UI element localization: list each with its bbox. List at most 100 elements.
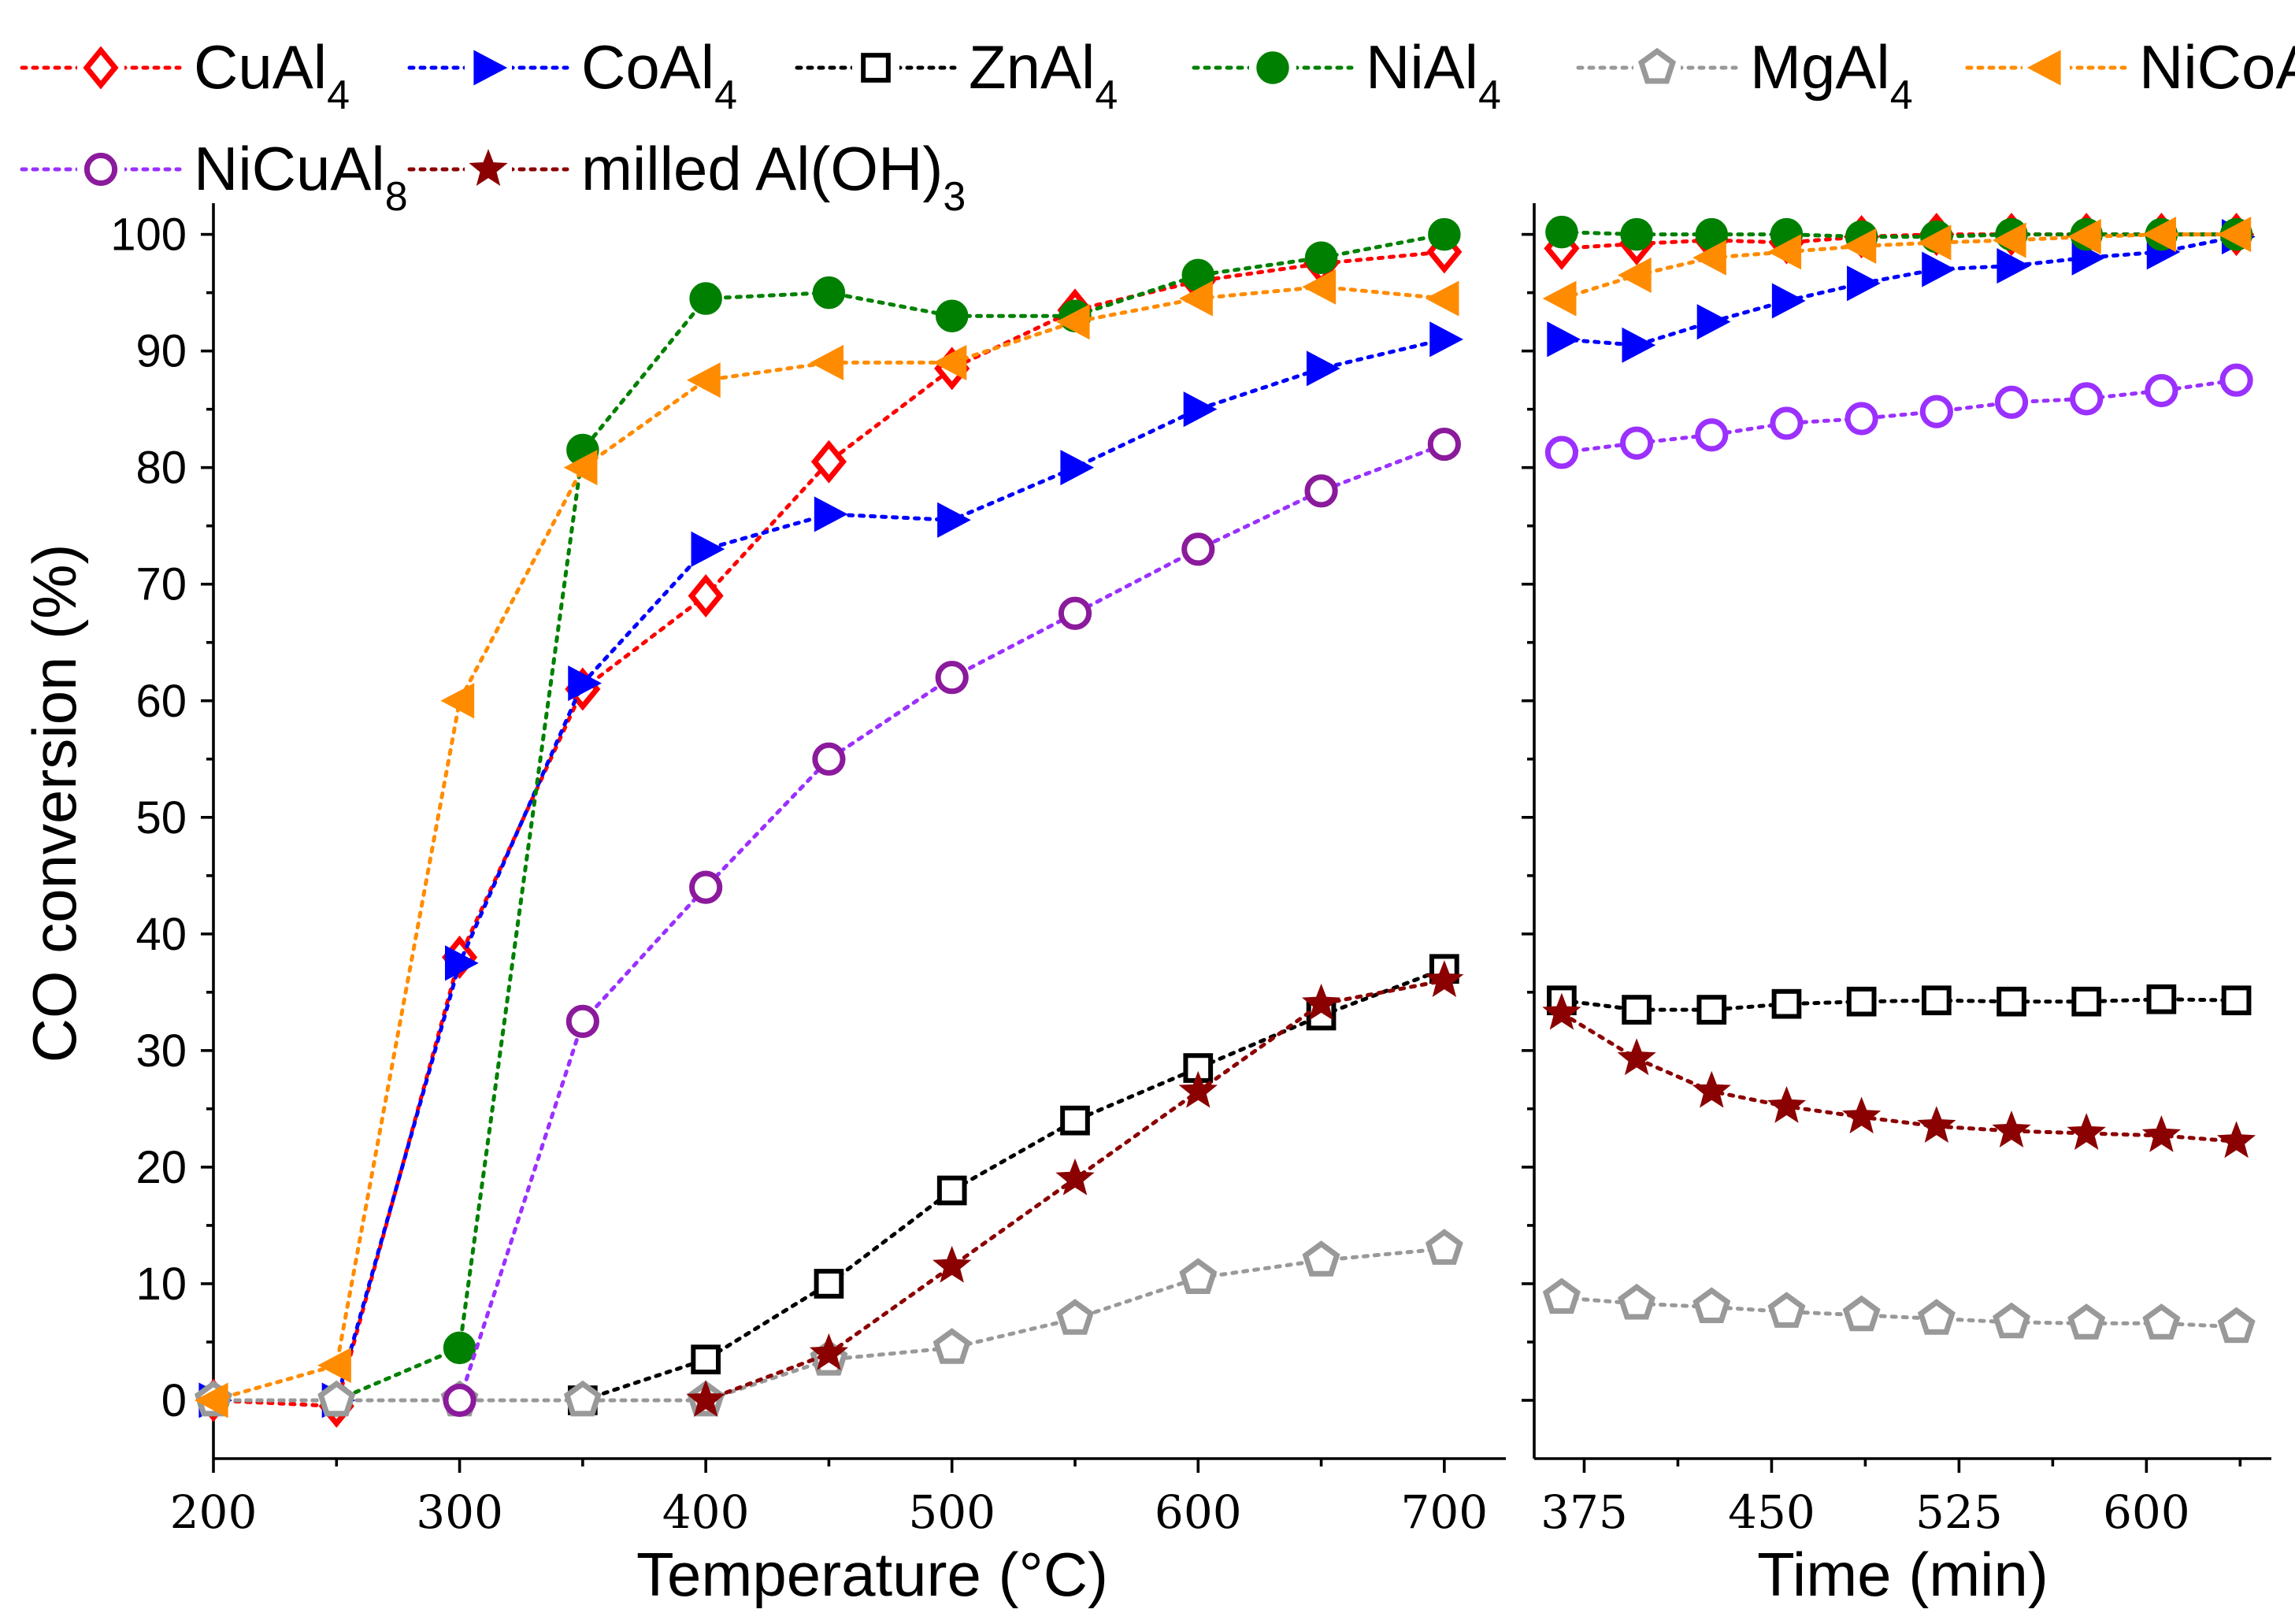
data-point-nicoal8 <box>1179 280 1213 317</box>
data-point-znal4 <box>1771 988 1802 1019</box>
data-point-nicoal8 <box>1542 280 1577 317</box>
data-point-milled <box>2067 1113 2106 1150</box>
data-point-nial4 <box>812 276 846 310</box>
series-nicual8 <box>443 427 1461 1418</box>
legend-label: MgAl4 <box>1750 32 1913 118</box>
legend-marker-cual4 <box>83 46 119 90</box>
data-point-nicual8 <box>2219 363 2253 397</box>
data-point-nicual8 <box>1181 532 1215 566</box>
series-line-nicual8 <box>1559 378 2239 454</box>
data-point-znal4 <box>1183 1053 1214 1083</box>
legend-marker-nicoal8 <box>2026 50 2061 86</box>
y-tick-label: 70 <box>135 559 187 610</box>
data-point-nicoal8 <box>2067 219 2101 255</box>
data-point-milled <box>1542 992 1581 1030</box>
series-cual4 <box>1544 213 2255 270</box>
data-point-mgal4 <box>2067 1303 2106 1340</box>
data-point-nicoal8 <box>1055 304 1090 340</box>
data-point-nicual8 <box>1304 474 1338 508</box>
data-point-nicual8 <box>565 1004 599 1038</box>
legend-marker-milled <box>469 149 508 186</box>
data-point-nicoal8 <box>1693 239 1726 276</box>
data-point-mgal4 <box>1055 1299 1095 1335</box>
data-point-mgal4 <box>1917 1299 1956 1335</box>
data-point-milled <box>2141 1115 2182 1152</box>
data-point-nicoal8 <box>932 344 967 381</box>
data-point-nicual8 <box>1845 402 1878 436</box>
data-point-nial4 <box>1304 241 1338 274</box>
legend-marker-mgal4 <box>1637 47 1677 84</box>
series-line-coal4 <box>211 337 1447 1403</box>
data-point-mgal4 <box>932 1328 971 1364</box>
y-tick-label: 30 <box>135 1025 187 1077</box>
data-point-nicual8 <box>1427 427 1461 462</box>
x-tick-label: 500 <box>908 1485 995 1539</box>
series-line-nicoal8 <box>211 284 1447 1403</box>
data-point-coal4 <box>1696 304 1731 340</box>
legend-marker-nicual8 <box>83 152 118 187</box>
data-point-znal4 <box>1846 986 1877 1017</box>
data-point-nicoal8 <box>1302 269 1337 305</box>
legend-label: milled Al(OH)3 <box>581 134 966 220</box>
data-point-nicual8 <box>1544 436 1579 469</box>
data-point-znal4 <box>2221 985 2252 1016</box>
data-point-znal4 <box>1696 995 1727 1025</box>
data-point-mgal4 <box>1425 1229 1463 1265</box>
data-point-cual4 <box>688 574 724 618</box>
series-line-nicoal8 <box>1559 232 2239 301</box>
legend-entry-nial4: NiAl4 <box>1192 32 1501 118</box>
data-point-znal4 <box>691 1344 721 1375</box>
data-point-nicual8 <box>812 742 846 776</box>
data-point-mgal4 <box>317 1380 356 1417</box>
time-panel: 375 450 525 600 <box>1522 203 2271 1539</box>
y-tick-label: 90 <box>135 326 187 377</box>
x-tick-label: 600 <box>2103 1485 2190 1539</box>
data-point-znal4 <box>1921 985 1952 1016</box>
data-point-coal4 <box>1183 391 1218 428</box>
data-point-milled <box>1617 1038 1656 1076</box>
data-point-coal4 <box>1429 321 1463 358</box>
data-point-mgal4 <box>1992 1302 2031 1339</box>
data-point-mgal4 <box>2217 1307 2256 1344</box>
legend-entry-nicoal8: NiCoAl8 <box>1965 32 2295 118</box>
data-point-nicual8 <box>1619 426 1654 460</box>
data-point-mgal4 <box>1693 1287 1731 1323</box>
data-point-mgal4 <box>1179 1258 1218 1294</box>
x-tick-label: 700 <box>1400 1485 1488 1539</box>
series-line-milled <box>703 978 1447 1403</box>
data-point-milled <box>932 1245 972 1283</box>
data-point-milled <box>2216 1121 2256 1159</box>
legend-label: NiCoAl8 <box>2139 32 2295 118</box>
data-point-nicoal8 <box>687 362 721 399</box>
series-line-nial4 <box>211 232 1447 1403</box>
legend-label: NiCuAl8 <box>194 134 408 220</box>
data-point-milled <box>1055 1158 1095 1196</box>
data-point-coal4 <box>1847 265 1881 302</box>
data-point-mgal4 <box>1842 1295 1881 1332</box>
y-tick-label: 80 <box>135 443 187 494</box>
legend-label: CuAl4 <box>194 32 350 118</box>
data-point-nicoal8 <box>440 683 475 719</box>
x-tick-label: 525 <box>1915 1485 2003 1539</box>
data-point-milled <box>1301 983 1341 1021</box>
legend-label: NiAl4 <box>1366 32 1501 118</box>
series-line-znal4 <box>1559 997 2239 1012</box>
data-point-nicual8 <box>2145 373 2178 408</box>
legend-entry-znal4: ZnAl4 <box>795 32 1118 118</box>
temperature-panel: 0 10 20 30 40 50 60 70 80 90 100 200 300 400 500 600 700 <box>110 203 1506 1539</box>
series-coal4 <box>1547 219 2256 363</box>
y-tick-label: 100 <box>110 209 187 261</box>
series-cual4 <box>195 230 1463 1428</box>
x-tick-label: 400 <box>662 1485 750 1539</box>
data-point-coal4 <box>814 496 848 532</box>
data-point-nial4 <box>935 299 969 332</box>
data-point-nial4 <box>1545 215 1578 249</box>
data-point-mgal4 <box>2142 1303 2181 1340</box>
y-tick-label: 50 <box>135 792 187 844</box>
data-point-coal4 <box>1997 248 2031 284</box>
series-line-milled <box>1559 1011 2239 1144</box>
series-coal4 <box>198 321 1463 1418</box>
data-point-nicoal8 <box>194 1382 228 1418</box>
data-point-nicual8 <box>2070 382 2104 416</box>
data-point-cual4 <box>810 439 847 484</box>
